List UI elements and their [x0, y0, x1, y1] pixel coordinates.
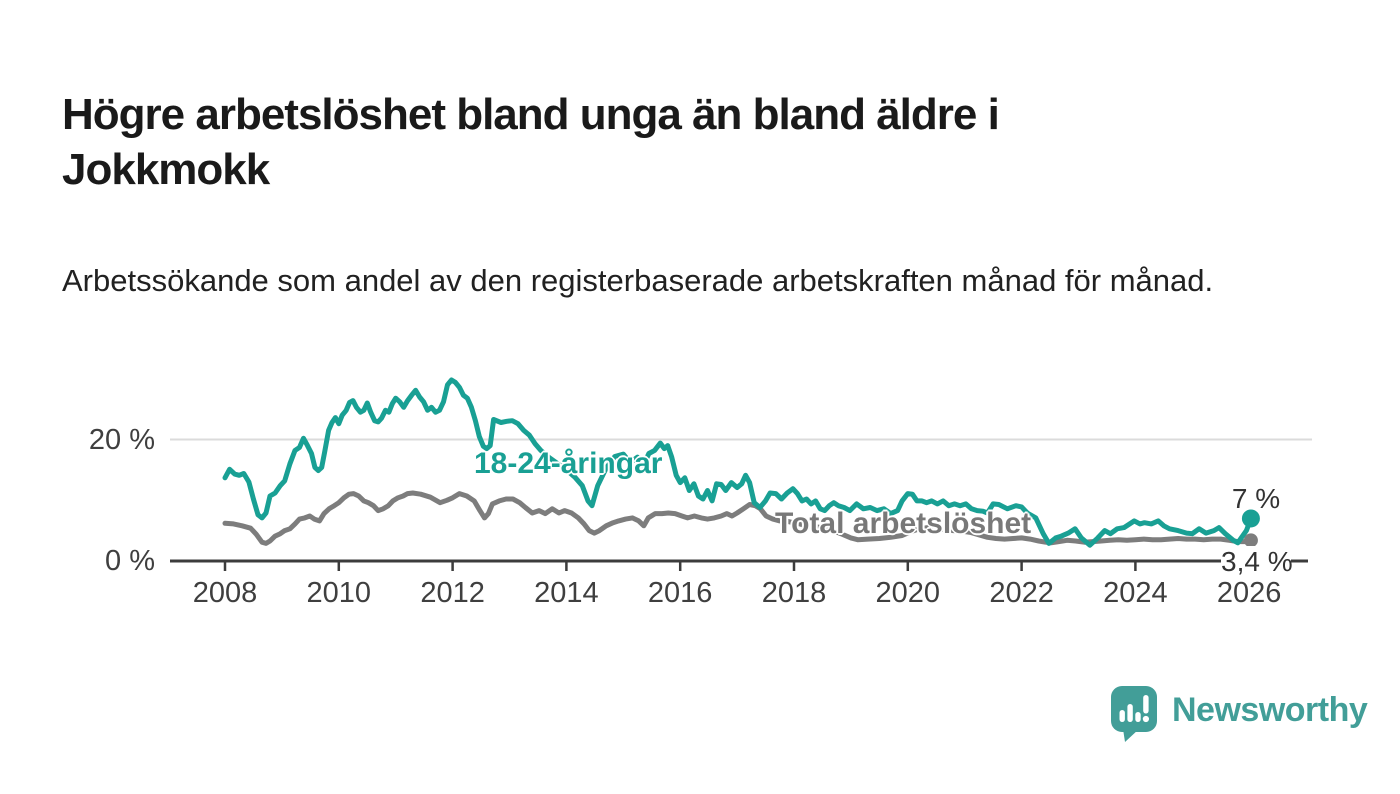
x-tick-label: 2008: [192, 577, 258, 609]
series-end-dot-18-24: [1241, 509, 1260, 528]
page-title: Högre arbetslöshet bland unga än bland ä…: [62, 90, 1000, 195]
series-label-18-24: 18-24-åringar: [474, 447, 663, 480]
newsworthy-logo: Newsworthy: [1110, 685, 1368, 748]
y-tick-label: 0 %: [105, 545, 155, 577]
x-tick-label: 2020: [875, 577, 941, 609]
x-tick-label: 2012: [420, 577, 485, 609]
x-tick-label: 2018: [761, 577, 827, 609]
x-tick-label: 2022: [989, 577, 1054, 609]
x-tick-label: 2014: [534, 577, 599, 609]
y-tick-label: 20 %: [88, 423, 155, 456]
series-label-total-unemployment: Total arbetslöshet: [775, 507, 1032, 540]
newsworthy-logo-icon: [1110, 685, 1160, 748]
chart-subtitle: Arbetssökande som andel av den registerb…: [62, 263, 1214, 298]
end-value-label-total: 3,4 %: [1221, 546, 1293, 579]
x-tick-label: 2016: [647, 577, 713, 609]
newsworthy-logo-text: Newsworthy: [1172, 691, 1368, 729]
x-tick-label: 2024: [1103, 577, 1168, 609]
series-line-18-24: [222, 377, 1254, 548]
end-value-label-18-24: 7 %: [1231, 483, 1281, 514]
x-tick-label: 2026: [1216, 577, 1282, 609]
x-tick-label: 2010: [306, 577, 372, 609]
series-end-dot-total: [1243, 533, 1258, 548]
